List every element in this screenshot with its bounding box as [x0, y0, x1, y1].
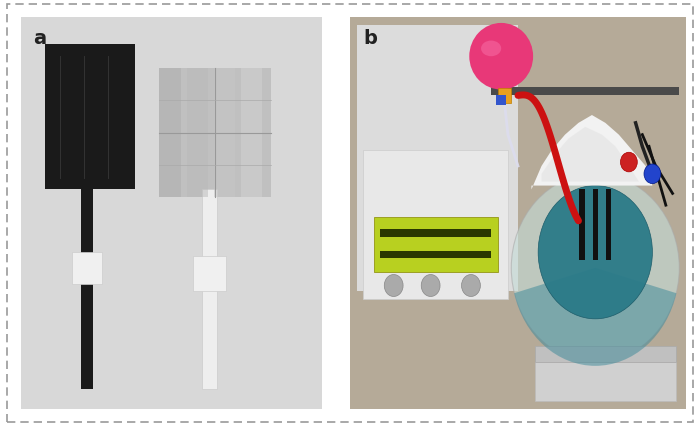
Text: b: b: [363, 29, 377, 48]
Ellipse shape: [538, 186, 652, 319]
Bar: [498, 88, 511, 103]
Circle shape: [421, 274, 440, 296]
Bar: [81, 190, 93, 389]
Bar: [496, 95, 506, 105]
Text: a: a: [33, 29, 46, 48]
Bar: [380, 251, 491, 258]
Bar: [593, 190, 598, 260]
Bar: [186, 68, 208, 197]
Ellipse shape: [481, 40, 501, 56]
Bar: [193, 256, 225, 291]
Bar: [579, 190, 584, 260]
Ellipse shape: [511, 174, 679, 362]
Bar: [357, 25, 518, 291]
Bar: [535, 362, 676, 401]
Wedge shape: [514, 268, 676, 366]
Bar: [374, 217, 498, 272]
Circle shape: [644, 164, 661, 184]
Bar: [160, 68, 181, 197]
Bar: [380, 230, 491, 236]
Circle shape: [384, 274, 403, 296]
Bar: [160, 68, 271, 197]
Ellipse shape: [469, 23, 533, 89]
Circle shape: [620, 152, 637, 172]
Polygon shape: [531, 115, 652, 190]
Bar: [491, 87, 679, 95]
Bar: [535, 346, 676, 362]
Bar: [202, 190, 217, 389]
Bar: [214, 68, 235, 197]
Circle shape: [461, 274, 480, 296]
Bar: [606, 190, 611, 260]
Bar: [72, 252, 102, 284]
Bar: [363, 150, 508, 299]
Bar: [45, 44, 135, 190]
Bar: [241, 68, 262, 197]
Polygon shape: [542, 127, 639, 181]
